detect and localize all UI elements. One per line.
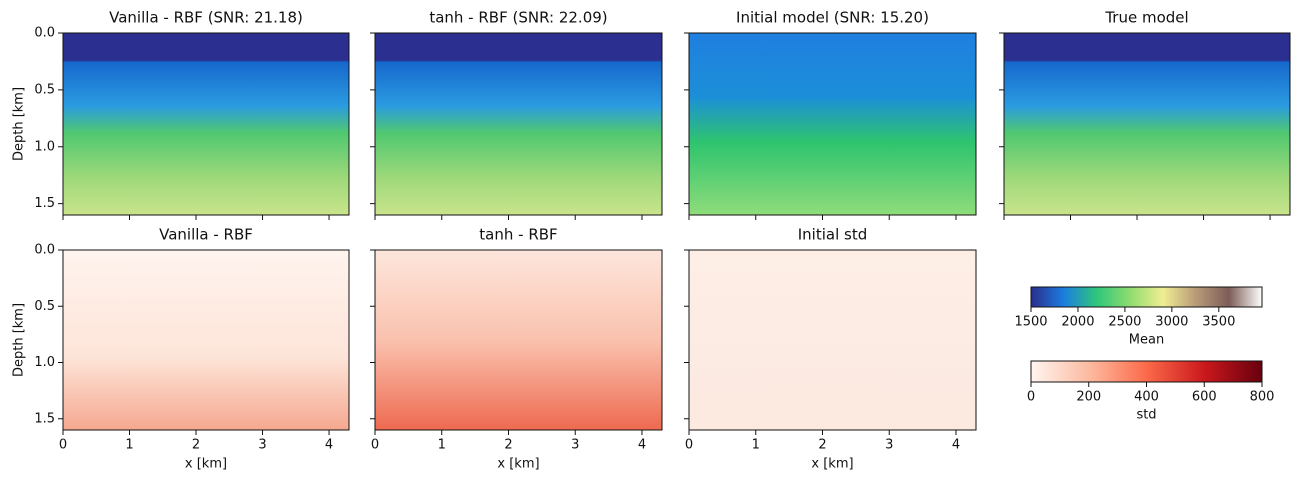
x-axis-label: x [km]: [185, 457, 227, 472]
panel-title: Vanilla - RBF (SNR: 21.18): [109, 9, 303, 27]
x-tick-label: 2: [818, 438, 826, 453]
y-tick-label: 1.5: [34, 411, 55, 426]
x-tick-label: 0: [685, 438, 693, 453]
y-axis-label: Depth [km]: [12, 87, 27, 161]
x-tick-label: 2: [504, 438, 512, 453]
heatmap-image: [1004, 33, 1290, 215]
x-tick-label: 3: [885, 438, 893, 453]
colorbar-frame: [1030, 286, 1263, 308]
x-tick-label: 1: [125, 438, 133, 453]
colorbar-tick-label: 3500: [1202, 315, 1235, 330]
x-tick-label: 4: [638, 438, 646, 453]
axes-frame: [62, 32, 350, 216]
colorbar-tick-label: 600: [1192, 390, 1217, 405]
panel-title: tanh - RBF: [479, 226, 557, 244]
axes-frame: [1003, 32, 1291, 216]
x-tick-label: 0: [59, 438, 67, 453]
colorbar-tick-label: 2500: [1108, 315, 1141, 330]
heatmap-image: [63, 250, 349, 430]
y-tick-label: 1.0: [34, 355, 55, 370]
colorbar-tick-label: 3000: [1155, 315, 1188, 330]
colorbar-tick-label: 1500: [1014, 315, 1047, 330]
x-tick-label: 0: [371, 438, 379, 453]
colorbar-tick-label: 200: [1076, 390, 1101, 405]
heatmap-image: [689, 250, 976, 430]
panel-title: tanh - RBF (SNR: 22.09): [429, 9, 607, 27]
panel-title: Initial model (SNR: 15.20): [736, 9, 929, 27]
axes-frame: [374, 249, 663, 431]
x-tick-label: 1: [752, 438, 760, 453]
colorbar-label: std: [1136, 408, 1156, 423]
y-tick-label: 0.0: [34, 243, 55, 258]
x-axis-label: x [km]: [497, 457, 539, 472]
colorbar-tick-label: 400: [1134, 390, 1159, 405]
panel-title: Initial std: [798, 226, 868, 244]
x-tick-label: 3: [258, 438, 266, 453]
y-tick-label: 0.5: [34, 82, 55, 97]
heatmap-image: [689, 33, 976, 215]
x-axis-label: x [km]: [811, 457, 853, 472]
panel-title: Vanilla - RBF: [159, 226, 253, 244]
heatmap-image: [375, 33, 662, 215]
axes-frame: [688, 32, 977, 216]
colorbar-label: Mean: [1129, 333, 1164, 348]
colorbar: [1031, 361, 1262, 382]
y-tick-label: 0.5: [34, 299, 55, 314]
x-tick-label: 4: [952, 438, 960, 453]
heatmap-image: [63, 33, 349, 215]
y-axis-label: Depth [km]: [12, 303, 27, 377]
x-tick-label: 4: [325, 438, 333, 453]
y-tick-label: 1.0: [34, 139, 55, 154]
heatmap-image: [375, 250, 662, 430]
y-tick-label: 0.0: [34, 26, 55, 41]
colorbar: [1031, 287, 1262, 307]
axes-frame: [374, 32, 663, 216]
x-tick-label: 1: [438, 438, 446, 453]
x-tick-label: 2: [192, 438, 200, 453]
colorbar-tick-label: 800: [1250, 390, 1275, 405]
axes-frame: [62, 249, 350, 431]
colorbar-tick-label: 0: [1027, 390, 1035, 405]
colorbar-tick-label: 2000: [1061, 315, 1094, 330]
panel-title: True model: [1104, 9, 1188, 27]
x-tick-label: 3: [571, 438, 579, 453]
y-tick-label: 1.5: [34, 196, 55, 211]
axes-frame: [688, 249, 977, 431]
